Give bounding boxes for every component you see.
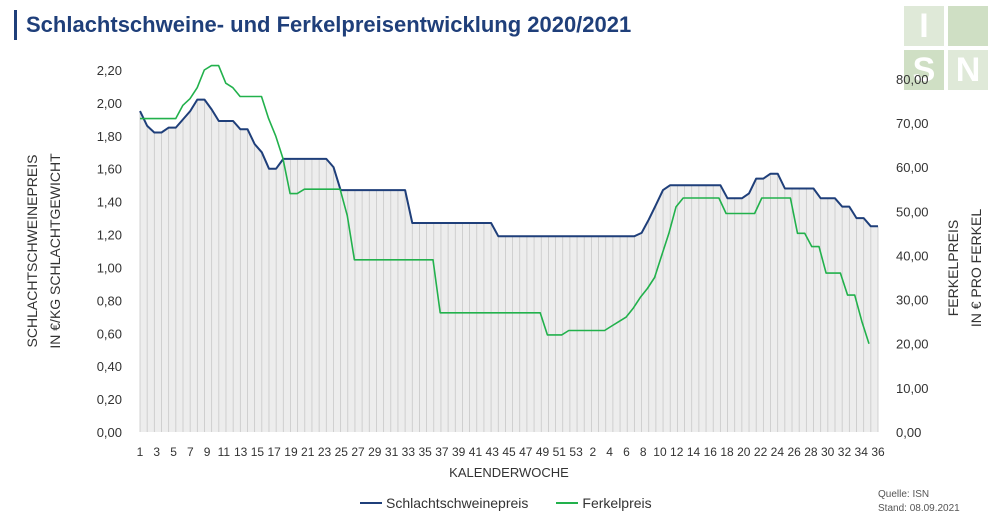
logo-letter-i: I	[904, 6, 944, 46]
x-tick-label: 28	[804, 445, 818, 459]
y-right-tick-label: 20,00	[896, 337, 929, 352]
y-left-tick-label: 1,60	[97, 162, 122, 177]
x-tick-label: 1	[137, 445, 144, 459]
x-tick-label: 12	[670, 445, 684, 459]
y-left-tick-label: 0,80	[97, 293, 122, 308]
series-line-schlacht	[139, 98, 878, 238]
source-line: Quelle: ISN	[878, 489, 930, 500]
x-tick-label: 36	[871, 445, 885, 459]
y-left-axis-subtitle: IN €/KG SCHLACHTGEWICHT	[47, 153, 63, 349]
y-left-tick-label: 0,00	[97, 425, 122, 440]
y-right-tick-label: 10,00	[896, 381, 929, 396]
x-tick-label: 2	[590, 445, 597, 459]
x-tick-label: 17	[268, 445, 282, 459]
x-tick-label: 31	[385, 445, 399, 459]
legend-item-schlacht: Schlachtschweinepreis	[360, 495, 528, 511]
x-axis-title: KALENDERWOCHE	[449, 465, 569, 480]
legend-item-ferkel: Ferkelpreis	[556, 495, 652, 511]
logo-tile	[948, 6, 988, 46]
source-date: Stand: 08.09.2021	[878, 503, 960, 514]
x-tick-label: 34	[855, 445, 869, 459]
logo-letter-n: N	[948, 50, 988, 90]
isn-logo: I S N	[904, 6, 988, 92]
chart-title: Schlachtschweine- und Ferkelpreisentwick…	[26, 12, 632, 37]
y-right-tick-label: 50,00	[896, 204, 929, 219]
y-left-axis-title: SCHLACHTSCHWEINEPREIS	[24, 155, 40, 348]
x-tick-label: 37	[435, 445, 449, 459]
x-tick-label: 32	[838, 445, 852, 459]
y-left-tick-label: 1,00	[97, 260, 122, 275]
y-right-tick-label: 0,00	[896, 425, 921, 440]
x-tick-label: 6	[623, 445, 630, 459]
legend-label-ferkel: Ferkelpreis	[582, 495, 652, 511]
y-right-tick-label: 40,00	[896, 248, 929, 263]
y-left-tick-label: 0,60	[97, 326, 122, 341]
x-tick-label: 47	[519, 445, 533, 459]
y-left-tick-label: 0,20	[97, 392, 122, 407]
y-left-tick-label: 1,20	[97, 228, 122, 243]
x-tick-label: 51	[553, 445, 567, 459]
x-tick-label: 43	[486, 445, 500, 459]
x-tick-label: 30	[821, 445, 835, 459]
series-area-schlacht	[140, 99, 878, 432]
y-left-tick-label: 1,40	[97, 195, 122, 210]
y-left-tick-label: 2,20	[97, 63, 122, 78]
x-tick-label: 21	[301, 445, 315, 459]
x-tick-label: 13	[234, 445, 248, 459]
y-right-tick-label: 30,00	[896, 293, 929, 308]
x-tick-label: 33	[402, 445, 416, 459]
x-tick-label: 49	[536, 445, 550, 459]
x-tick-label: 11	[218, 445, 231, 459]
x-tick-label: 29	[368, 445, 382, 459]
x-tick-label: 7	[187, 445, 194, 459]
legend-swatch-schlacht	[360, 502, 382, 504]
chart-legend: Schlachtschweinepreis Ferkelpreis	[360, 495, 652, 511]
y-right-tick-label: 60,00	[896, 160, 929, 175]
x-tick-label: 26	[787, 445, 801, 459]
legend-label-schlacht: Schlachtschweinepreis	[386, 495, 529, 511]
source-note: Quelle: ISN Stand: 08.09.2021	[878, 488, 960, 516]
x-tick-label: 22	[754, 445, 768, 459]
series-line-ferkel	[140, 64, 870, 344]
y-right-tick-label: 80,00	[896, 72, 929, 87]
x-tick-label: 23	[318, 445, 332, 459]
x-tick-label: 4	[606, 445, 613, 459]
x-tick-label: 41	[469, 445, 483, 459]
x-tick-label: 19	[284, 445, 298, 459]
logo-letter-s: S	[904, 50, 944, 90]
y-left-tick-label: 2,00	[97, 96, 122, 111]
x-tick-label: 35	[418, 445, 432, 459]
x-tick-label: 24	[771, 445, 785, 459]
x-tick-label: 5	[170, 445, 177, 459]
x-tick-label: 14	[687, 445, 701, 459]
x-tick-label: 15	[251, 445, 265, 459]
x-tick-label: 20	[737, 445, 751, 459]
x-tick-label: 39	[452, 445, 466, 459]
y-left-tick-label: 1,80	[97, 129, 122, 144]
y-right-axis-subtitle: IN € PRO FERKEL	[968, 209, 984, 327]
x-tick-label: 9	[204, 445, 211, 459]
x-tick-label: 10	[653, 445, 667, 459]
x-tick-label: 16	[704, 445, 718, 459]
y-right-tick-label: 70,00	[896, 116, 929, 131]
y-right-axis-title: FERKELPREIS	[945, 220, 961, 316]
x-tick-label: 18	[720, 445, 734, 459]
x-tick-label: 8	[640, 445, 647, 459]
x-tick-label: 27	[351, 445, 365, 459]
title-accent-bar	[14, 10, 17, 40]
legend-swatch-ferkel	[556, 502, 579, 504]
x-tick-label: 53	[569, 445, 583, 459]
x-tick-label: 45	[502, 445, 516, 459]
x-tick-label: 3	[153, 445, 160, 459]
y-left-tick-label: 0,40	[97, 359, 122, 374]
x-tick-label: 25	[335, 445, 349, 459]
